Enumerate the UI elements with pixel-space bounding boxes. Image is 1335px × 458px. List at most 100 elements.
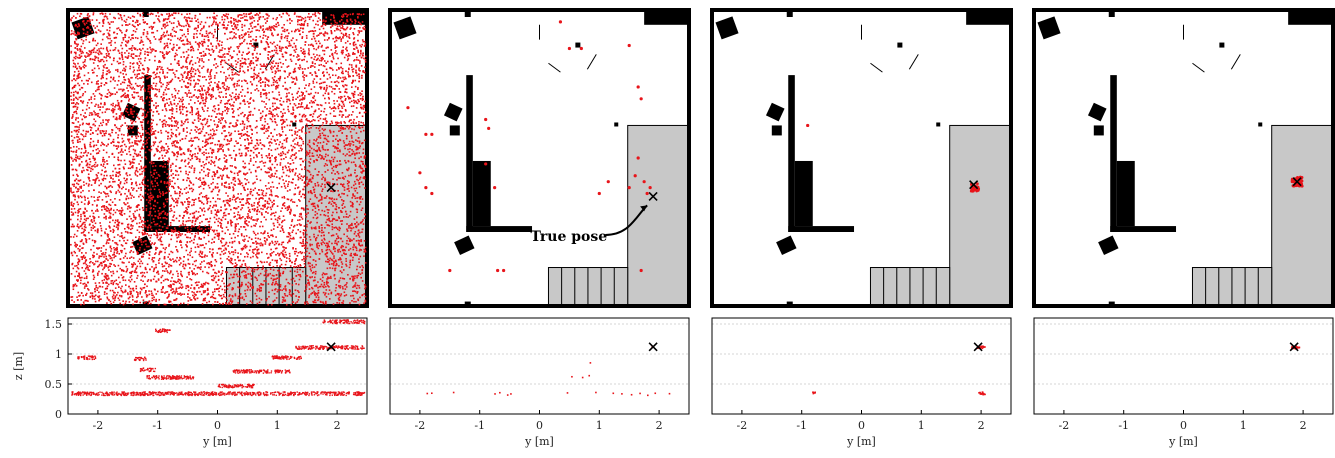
particle (291, 284, 294, 286)
particle (339, 36, 341, 39)
particle (297, 106, 300, 108)
particle (355, 146, 358, 148)
particle (212, 279, 214, 282)
particle (167, 284, 170, 287)
particle (320, 110, 323, 112)
particle (275, 98, 278, 101)
particle (162, 160, 165, 162)
particle (302, 188, 305, 191)
particle (126, 111, 129, 114)
particle (76, 126, 79, 128)
particle (358, 69, 360, 71)
particle (298, 68, 301, 70)
particle (131, 45, 134, 47)
particle (118, 116, 121, 119)
particle (71, 102, 73, 104)
particle (150, 148, 153, 151)
particle (307, 183, 309, 185)
particle (135, 135, 137, 138)
particle (308, 165, 311, 167)
particle (110, 207, 113, 210)
particle (95, 103, 97, 106)
particle (162, 69, 164, 71)
particle (335, 166, 337, 169)
particle (188, 297, 191, 299)
particle (301, 72, 304, 75)
particle (356, 174, 359, 177)
particle (271, 163, 274, 166)
particle (350, 135, 353, 137)
particle (297, 55, 300, 57)
particle (202, 45, 204, 47)
particle (118, 299, 121, 301)
particle (332, 160, 335, 163)
particle (317, 12, 320, 14)
particle (153, 172, 155, 175)
particle (265, 13, 268, 15)
particle (97, 295, 99, 298)
particle (115, 173, 117, 176)
particle (279, 103, 282, 106)
particle (241, 57, 244, 60)
particle (174, 169, 177, 172)
particle (237, 174, 239, 176)
particle (73, 185, 75, 188)
particle (362, 183, 365, 186)
particle (143, 147, 146, 150)
particle (122, 303, 125, 306)
particle (332, 87, 334, 90)
particle (267, 234, 270, 237)
particle (248, 216, 251, 219)
particle (103, 267, 105, 269)
particle (305, 154, 308, 157)
particle (170, 234, 173, 237)
particle (245, 13, 248, 15)
particle (293, 42, 296, 45)
particle (148, 293, 151, 296)
particle (147, 279, 150, 281)
particle (90, 49, 93, 52)
particle (305, 123, 308, 126)
particle (173, 22, 175, 24)
particle (86, 169, 89, 172)
particle (171, 288, 173, 290)
particle (183, 153, 186, 156)
particle (194, 41, 197, 43)
particle (205, 143, 208, 146)
particle (345, 263, 347, 266)
particle (341, 96, 343, 98)
particle (312, 19, 315, 22)
particle (271, 234, 274, 236)
particle (228, 259, 231, 262)
particle (146, 245, 148, 248)
particle (191, 198, 194, 201)
particle (227, 68, 229, 71)
particle (87, 217, 89, 220)
particle (149, 213, 151, 215)
particle (275, 23, 278, 26)
particle (230, 261, 233, 264)
particle (247, 31, 249, 33)
particle (196, 157, 199, 160)
particle (300, 98, 302, 101)
particle (89, 133, 92, 135)
particle (176, 123, 179, 125)
particle (197, 96, 200, 98)
particle (289, 170, 291, 173)
particle (258, 16, 261, 19)
particle (197, 216, 199, 219)
particle (214, 75, 216, 77)
particle (313, 191, 316, 194)
particle (337, 194, 340, 197)
particle (225, 303, 228, 305)
particle (344, 108, 347, 111)
particle (349, 101, 351, 104)
particle (215, 205, 218, 207)
particle (253, 68, 256, 71)
particle (97, 265, 100, 267)
particle (94, 39, 97, 42)
particle (276, 67, 279, 70)
particle (252, 151, 255, 154)
particle (230, 303, 233, 305)
particle (180, 111, 182, 113)
